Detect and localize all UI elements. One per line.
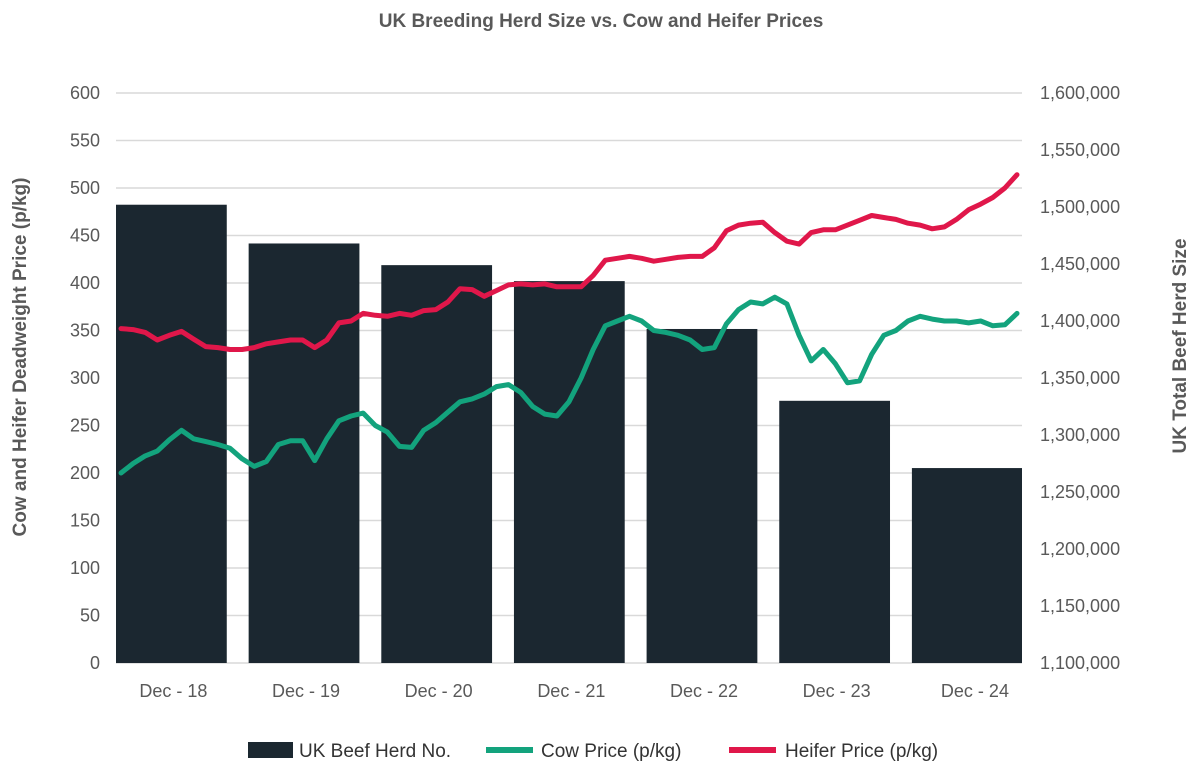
herd-bar [116, 204, 227, 663]
left-tick-label: 550 [70, 131, 100, 151]
herd-bar [381, 265, 493, 663]
herd-bar [248, 243, 360, 664]
left-tick-label: 400 [70, 273, 100, 293]
right-tick-label: 1,550,000 [1040, 140, 1120, 160]
chart-title: UK Breeding Herd Size vs. Cow and Heifer… [379, 11, 824, 32]
left-tick-label: 50 [80, 606, 100, 626]
right-tick-label: 1,450,000 [1040, 254, 1120, 274]
x-tick-label: Dec - 22 [670, 681, 738, 701]
left-tick-label: 200 [70, 463, 100, 483]
x-tick-label: Dec - 24 [941, 681, 1009, 701]
legend-label-heifer: Heifer Price (p/kg) [785, 741, 938, 762]
right-tick-label: 1,200,000 [1040, 539, 1120, 559]
herd-bars [116, 204, 1022, 664]
price-lines [118, 172, 1020, 476]
right-axis-title: UK Total Beef Herd Size [1170, 238, 1191, 453]
left-axis-ticks: 0 50 100 150 200 250 300 350 400 450 500 550 600 [70, 83, 100, 673]
left-tick-label: 250 [70, 416, 100, 436]
left-tick-label: 600 [70, 83, 100, 103]
herd-bar [646, 328, 758, 663]
left-tick-label: 450 [70, 226, 100, 246]
left-tick-label: 300 [70, 368, 100, 388]
left-tick-label: 100 [70, 558, 100, 578]
x-tick-label: Dec - 21 [537, 681, 605, 701]
herd-bar [513, 281, 625, 663]
legend-swatch-herd [248, 742, 293, 758]
right-tick-label: 1,400,000 [1040, 311, 1120, 331]
x-axis-ticks: Dec - 18 Dec - 19 Dec - 20 Dec - 21 Dec - 22… [139, 681, 1009, 701]
x-tick-label: Dec - 19 [272, 681, 340, 701]
right-tick-label: 1,350,000 [1040, 368, 1120, 388]
right-tick-label: 1,500,000 [1040, 197, 1120, 217]
right-tick-label: 1,100,000 [1040, 653, 1120, 673]
left-tick-label: 350 [70, 321, 100, 341]
x-tick-label: Dec - 23 [803, 681, 871, 701]
right-tick-label: 1,300,000 [1040, 425, 1120, 445]
right-tick-label: 1,600,000 [1040, 83, 1120, 103]
x-tick-label: Dec - 18 [139, 681, 207, 701]
legend-label-cow: Cow Price (p/kg) [541, 741, 681, 762]
heifer-price-line [118, 172, 1020, 352]
herd-bar [911, 468, 1022, 663]
left-tick-label: 500 [70, 178, 100, 198]
herd-bar [779, 400, 891, 663]
legend: UK Beef Herd No. Cow Price (p/kg) Heifer P… [248, 741, 938, 762]
left-tick-label: 150 [70, 511, 100, 531]
legend-label-herd: UK Beef Herd No. [299, 741, 451, 762]
right-tick-label: 1,250,000 [1040, 482, 1120, 502]
cow-price-line [118, 294, 1020, 476]
x-tick-label: Dec - 20 [405, 681, 473, 701]
left-axis-title: Cow and Heifer Deadweight Price (p/kg) [10, 178, 31, 537]
right-axis-ticks: 1,100,000 1,150,000 1,200,000 1,250,000 1,30… [1040, 83, 1120, 673]
right-tick-label: 1,150,000 [1040, 596, 1120, 616]
left-tick-label: 0 [90, 653, 100, 673]
